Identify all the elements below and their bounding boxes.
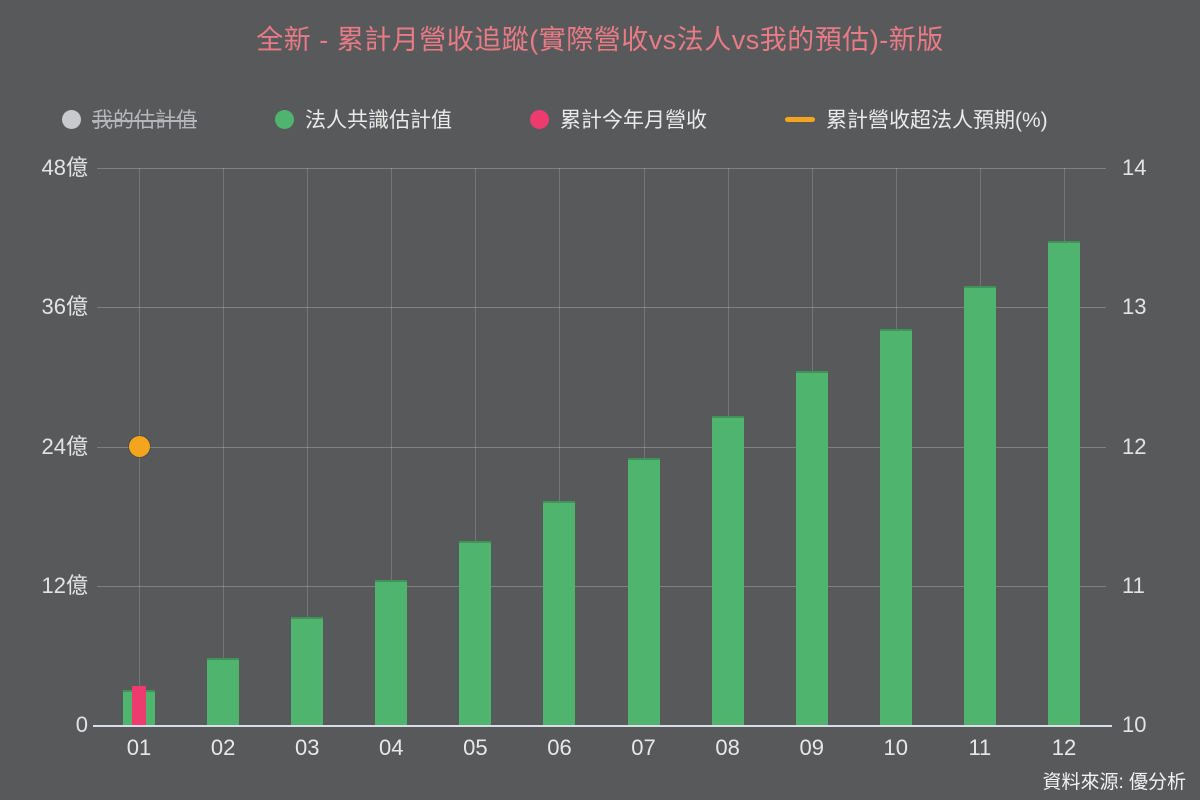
h-gridline [97, 446, 1106, 448]
v-gridline [475, 168, 477, 725]
legend-label: 我的估計值 [92, 109, 197, 132]
x-tick-01: 01 [126, 735, 152, 760]
legend-circle-swatch-icon [62, 109, 81, 129]
x-tick-09: 09 [799, 735, 824, 760]
v-gridline [643, 168, 645, 725]
y-right-tick-12: 12 [1122, 433, 1147, 459]
legend: 我的估計值 法人共識估計值 累計今年月營收 累計營收超法人預期(%) [62, 104, 1048, 134]
y-left-tick-12: 12億 [41, 572, 88, 598]
y-left-tick-48: 48億 [41, 155, 88, 180]
legend-item-2[interactable]: 累計今年月營收 [530, 104, 707, 134]
bar-consensus-month-05[interactable] [459, 540, 492, 725]
x-tick-11: 11 [968, 735, 992, 760]
x-tick-08: 08 [715, 735, 740, 760]
x-tick-06: 06 [547, 735, 572, 760]
v-gridline [307, 168, 309, 725]
source-credit: 資料來源: 優分析 [1042, 772, 1186, 793]
x-tick-12: 12 [1051, 735, 1077, 760]
legend-line-swatch-icon [785, 116, 815, 122]
legend-circle-swatch-icon [530, 109, 549, 129]
x-tick-05: 05 [463, 735, 488, 760]
legend-item-0[interactable]: 我的估計值 [62, 104, 197, 134]
bar-consensus-month-10[interactable] [879, 329, 912, 725]
v-gridline [559, 168, 561, 725]
bar-consensus-month-12[interactable] [1047, 241, 1080, 725]
y-right-tick-14: 14 [1122, 155, 1147, 180]
bar-consensus-month-09[interactable] [795, 371, 828, 725]
bar-consensus-month-11[interactable] [963, 286, 996, 725]
y-left-tick-36: 36億 [41, 294, 88, 320]
x-tick-02: 02 [210, 735, 236, 760]
x-tick-07: 07 [631, 735, 656, 760]
v-gridline [223, 168, 225, 725]
legend-item-1[interactable]: 法人共識估計值 [275, 104, 452, 134]
x-tick-03: 03 [294, 735, 320, 760]
legend-label: 累計今年月營收 [560, 109, 707, 132]
bar-consensus-month-03[interactable] [291, 617, 324, 725]
bar-consensus-month-08[interactable] [711, 416, 744, 725]
x-tick-10: 10 [883, 735, 909, 760]
x-tick-04: 04 [379, 735, 404, 760]
y-left-tick-24: 24億 [41, 433, 88, 459]
bar-consensus-month-06[interactable] [543, 501, 576, 725]
x-axis-line [93, 725, 1112, 727]
bar-actual-month-01[interactable] [132, 685, 147, 725]
bar-consensus-month-07[interactable] [627, 458, 660, 725]
y-right-tick-10: 10 [1122, 712, 1147, 737]
y-right-tick-13: 13 [1122, 294, 1147, 320]
h-gridline [97, 307, 1106, 309]
h-gridline [97, 585, 1106, 587]
bar-consensus-month-04[interactable] [375, 579, 408, 725]
chart-title: 全新 - 累計月營收追蹤(實際營收vs法人vs我的預估)-新版 [256, 25, 944, 55]
legend-item-3[interactable]: 累計營收超法人預期(%) [785, 104, 1048, 134]
point-surprise-month-01[interactable] [128, 436, 150, 457]
plot-area [93, 168, 1112, 727]
h-gridline [97, 168, 1106, 169]
legend-label: 法人共識估計值 [305, 109, 452, 132]
v-gridline [391, 168, 393, 725]
bar-consensus-month-02[interactable] [207, 657, 240, 725]
y-left-tick-0: 0 [75, 712, 88, 737]
legend-label: 累計營收超法人預期(%) [826, 109, 1048, 132]
y-right-tick-11: 11 [1122, 572, 1145, 598]
legend-circle-swatch-icon [275, 109, 294, 129]
